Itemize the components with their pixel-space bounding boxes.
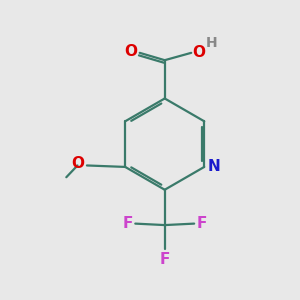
Text: O: O: [124, 44, 137, 59]
Text: N: N: [208, 159, 221, 174]
Text: F: F: [122, 216, 133, 231]
Text: F: F: [196, 216, 207, 231]
Text: O: O: [72, 157, 85, 172]
Text: H: H: [206, 35, 218, 50]
Text: O: O: [193, 45, 206, 60]
Text: F: F: [160, 252, 170, 267]
